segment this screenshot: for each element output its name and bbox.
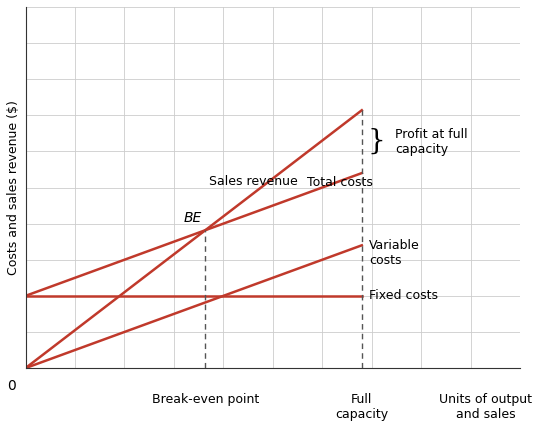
Text: Break-even point: Break-even point — [152, 393, 259, 406]
Text: BE: BE — [184, 211, 202, 225]
Y-axis label: Costs and sales revenue ($): Costs and sales revenue ($) — [7, 100, 20, 275]
Text: Variable
costs: Variable costs — [369, 239, 420, 267]
Text: 0: 0 — [7, 379, 16, 393]
Text: }: } — [368, 128, 386, 155]
Text: Units of output
and sales: Units of output and sales — [439, 393, 532, 421]
Text: Full
capacity: Full capacity — [335, 393, 388, 421]
Text: Fixed costs: Fixed costs — [369, 289, 438, 302]
Text: Profit at full
capacity: Profit at full capacity — [395, 128, 467, 155]
Text: Total costs: Total costs — [307, 176, 373, 189]
Text: Sales revenue: Sales revenue — [209, 175, 298, 188]
